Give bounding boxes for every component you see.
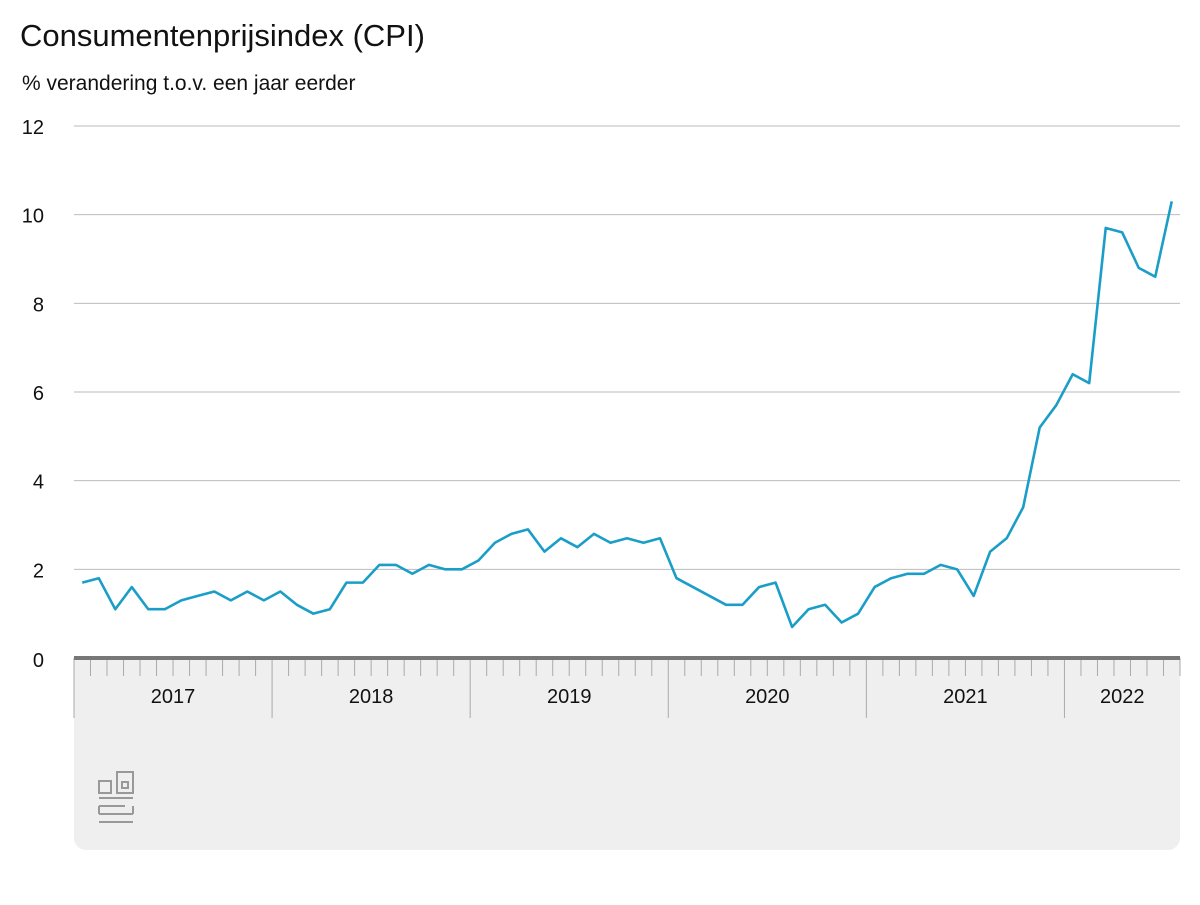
x-tick-label: 2017 (151, 686, 196, 708)
y-tick-label: 12 (22, 117, 44, 139)
x-tick-label: 2019 (547, 686, 592, 708)
x-tick-label: 2022 (1100, 686, 1145, 708)
x-tick-label: 2018 (349, 686, 394, 708)
chart-title: Consumentenprijsindex (CPI) (20, 18, 425, 53)
y-tick-label: 0 (33, 650, 44, 672)
x-tick-label: 2021 (943, 686, 988, 708)
y-tick-label: 4 (33, 472, 44, 494)
y-tick-label: 6 (33, 383, 44, 405)
y-tick-label: 10 (22, 206, 44, 228)
x-tick-label: 2020 (745, 686, 790, 708)
y-tick-label: 8 (33, 294, 44, 316)
line-series (81, 201, 1174, 629)
y-tick-label: 2 (33, 560, 44, 582)
chart-subtitle: % verandering t.o.v. een jaar eerder (22, 72, 355, 95)
logo (98, 771, 134, 823)
axis-panel (74, 658, 1180, 850)
